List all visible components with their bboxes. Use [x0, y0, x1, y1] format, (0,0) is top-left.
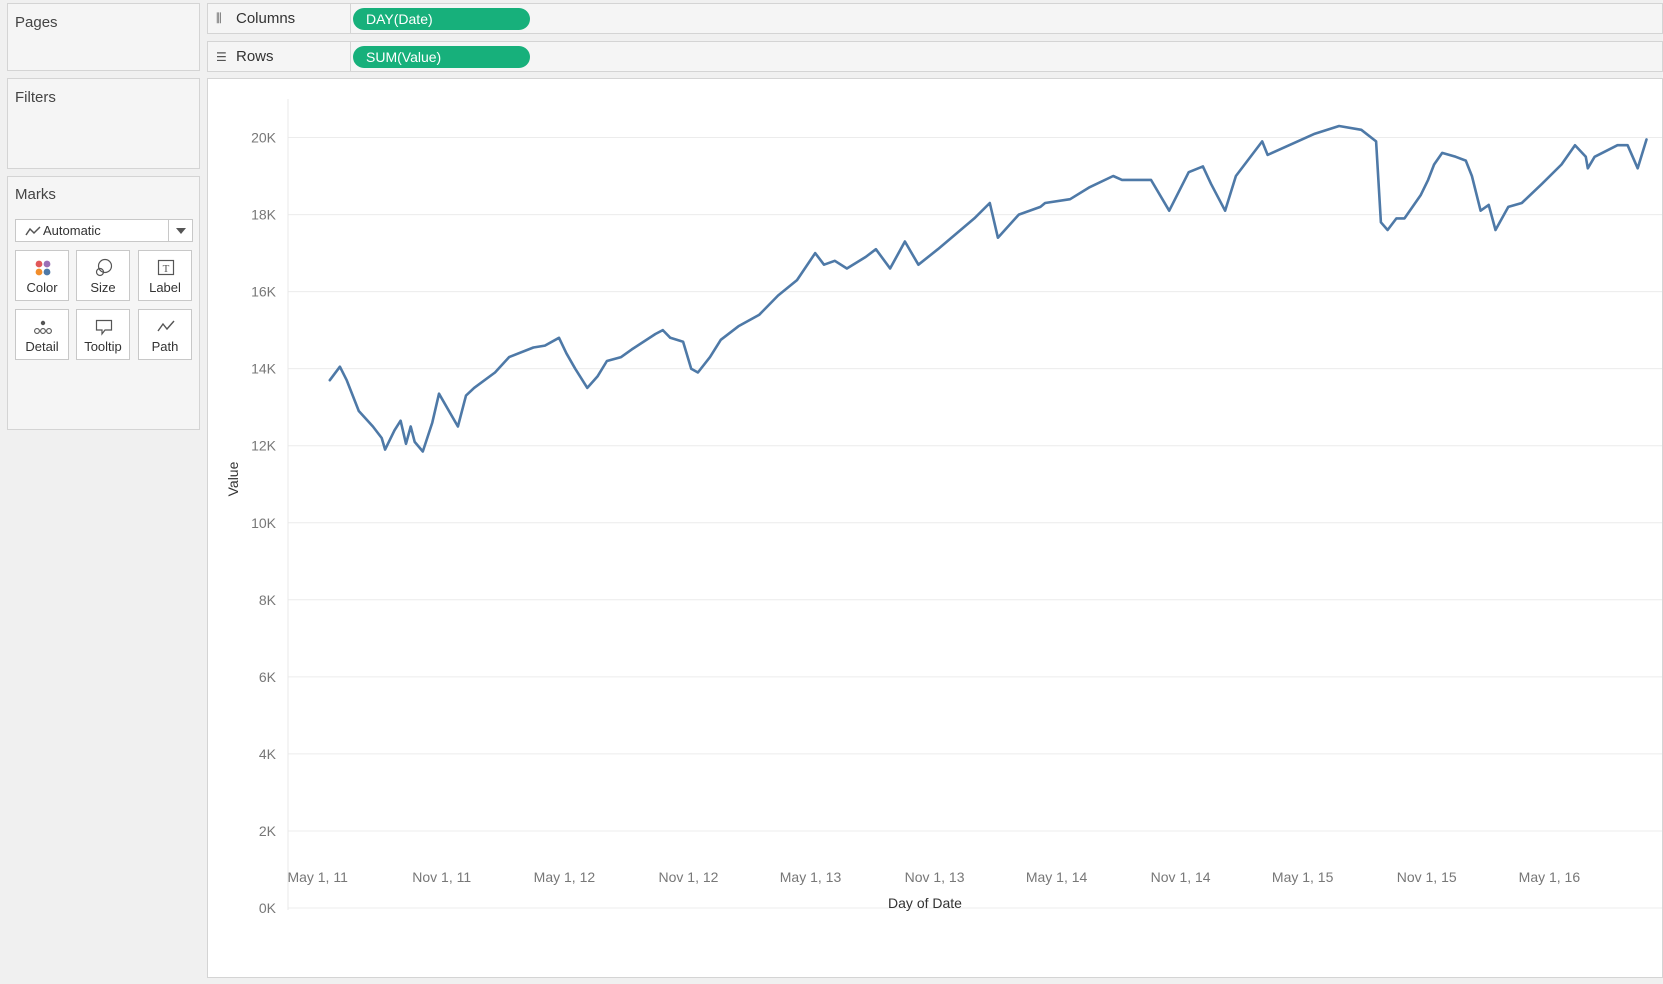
chevron-down-icon[interactable] — [168, 220, 192, 241]
y-axis-title: Value — [225, 461, 241, 496]
x-tick-label: Nov 1, 12 — [659, 869, 719, 885]
line-mark-icon — [25, 225, 41, 235]
columns-pill-date[interactable]: DAY(Date) — [353, 8, 530, 30]
y-tick-label: 20K — [251, 130, 277, 146]
label-button-label: Label — [149, 280, 181, 295]
x-tick-label: May 1, 15 — [1272, 869, 1334, 885]
path-icon — [157, 320, 175, 332]
y-tick-label: 4K — [259, 746, 277, 762]
series-line — [328, 124, 1648, 453]
columns-icon: ⫼ — [216, 11, 222, 25]
mark-type-label: Automatic — [43, 223, 101, 238]
x-tick-label: May 1, 11 — [287, 869, 348, 885]
rows-shelf[interactable]: ☰ Rows SUM(Value) — [207, 41, 1663, 72]
label-button[interactable]: T Label — [138, 250, 192, 301]
pages-card[interactable]: Pages — [7, 3, 200, 71]
y-tick-label: 18K — [251, 207, 277, 223]
color-button[interactable]: Color — [15, 250, 69, 301]
y-tick-label: 0K — [259, 900, 277, 916]
y-tick-label: 14K — [251, 361, 277, 377]
filters-title: Filters — [15, 89, 56, 106]
x-tick-label: Nov 1, 15 — [1397, 869, 1457, 885]
mark-type-dropdown[interactable]: Automatic — [15, 219, 193, 242]
tooltip-icon — [95, 319, 113, 336]
tooltip-button[interactable]: Tooltip — [76, 309, 130, 360]
columns-shelf-label: ⫼ Columns — [208, 4, 351, 33]
filters-card[interactable]: Filters — [7, 78, 200, 169]
y-tick-label: 8K — [259, 592, 277, 608]
x-tick-label: May 1, 16 — [1519, 869, 1581, 885]
pages-title: Pages — [15, 14, 58, 31]
rows-shelf-label: ☰ Rows — [208, 42, 351, 71]
viz-canvas[interactable]: 0K 2K 4K 6K 8K 10K 12K 14K 16K 18K 20K May 1, 11 Nov… — [207, 78, 1663, 978]
line-chart[interactable]: 0K 2K 4K 6K 8K 10K 12K 14K 16K 18K 20K May 1, 11 Nov… — [208, 79, 1662, 977]
size-button[interactable]: Size — [76, 250, 130, 301]
x-tick-label: Nov 1, 11 — [412, 869, 471, 885]
size-icon — [95, 258, 113, 277]
marks-card: Marks Automatic Color Size T Label — [7, 176, 200, 430]
label-icon: T — [157, 259, 175, 276]
color-icon — [35, 260, 51, 276]
tooltip-button-label: Tooltip — [84, 339, 122, 354]
x-tick-label: Nov 1, 13 — [905, 869, 965, 885]
size-button-label: Size — [90, 280, 116, 295]
y-tick-label: 12K — [251, 438, 277, 454]
rows-pill-value[interactable]: SUM(Value) — [353, 46, 530, 68]
x-tick-label: May 1, 12 — [534, 869, 596, 885]
path-button[interactable]: Path — [138, 309, 192, 360]
y-tick-label: 10K — [251, 515, 277, 531]
x-axis-title: Day of Date — [888, 895, 962, 911]
x-tick-label: Nov 1, 14 — [1151, 869, 1211, 885]
x-tick-label: May 1, 13 — [780, 869, 842, 885]
y-tick-label: 6K — [259, 669, 277, 685]
rows-icon: ☰ — [216, 49, 227, 64]
detail-button-label: Detail — [25, 339, 59, 354]
y-tick-label: 16K — [251, 284, 277, 300]
y-tick-label: 2K — [259, 823, 277, 839]
svg-text:T: T — [163, 263, 170, 275]
path-button-label: Path — [151, 339, 179, 354]
color-button-label: Color — [26, 280, 58, 295]
x-tick-label: May 1, 14 — [1026, 869, 1088, 885]
detail-button[interactable]: Detail — [15, 309, 69, 360]
detail-icon — [34, 320, 52, 334]
marks-title: Marks — [15, 186, 56, 203]
columns-shelf[interactable]: ⫼ Columns DAY(Date) — [207, 3, 1663, 34]
